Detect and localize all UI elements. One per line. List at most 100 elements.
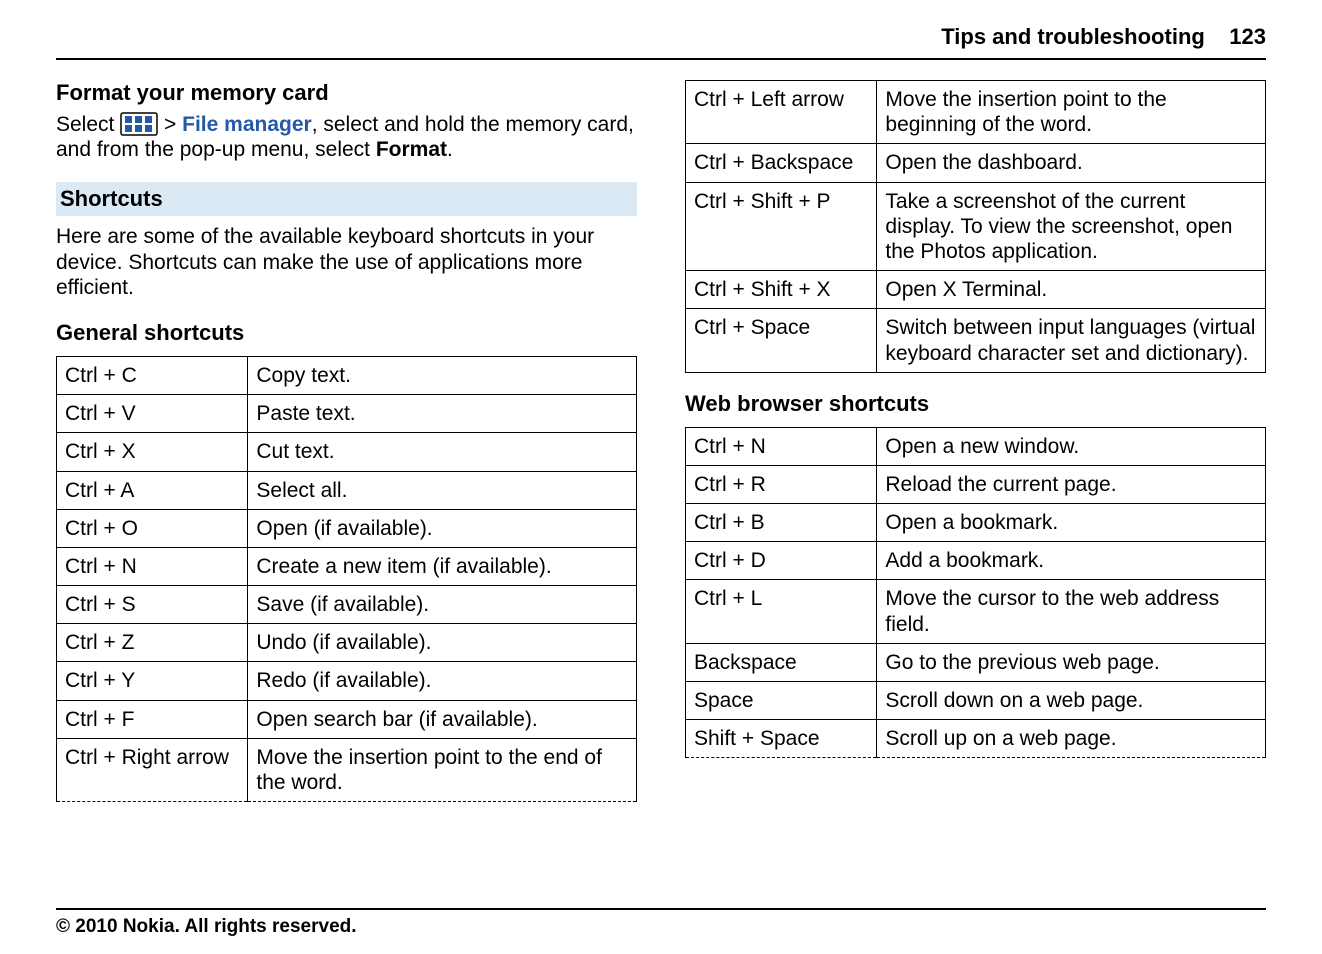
right-column: Ctrl + Left arrowMove the insertion poin… — [685, 80, 1266, 802]
page-footer: © 2010 Nokia. All rights reserved. — [56, 908, 1266, 938]
table-row: Ctrl + FOpen search bar (if available). — [57, 700, 637, 738]
general-shortcuts-table: Ctrl + CCopy text.Ctrl + VPaste text.Ctr… — [56, 356, 637, 802]
format-card-text: Select > File manager, select and hold t… — [56, 112, 637, 162]
shortcut-key: Ctrl + C — [57, 356, 248, 394]
shortcut-key: Space — [686, 682, 877, 720]
shortcut-description: Scroll down on a web page. — [877, 682, 1266, 720]
left-column: Format your memory card Select > Fil — [56, 80, 637, 802]
shortcut-key: Ctrl + Shift + P — [686, 182, 877, 271]
footer-text: © 2010 Nokia. All rights reserved. — [56, 916, 1266, 938]
table-row: Ctrl + VPaste text. — [57, 395, 637, 433]
table-row: Ctrl + Shift + PTake a screenshot of the… — [686, 182, 1266, 271]
general-shortcuts-cont-body: Ctrl + Left arrowMove the insertion poin… — [686, 81, 1266, 373]
shortcut-description: Open search bar (if available). — [248, 700, 637, 738]
format-text-prefix: Select — [56, 113, 120, 136]
page: Tips and troubleshooting 123 Format your… — [0, 0, 1322, 954]
table-row: Ctrl + ASelect all. — [57, 471, 637, 509]
general-shortcuts-table-cont: Ctrl + Left arrowMove the insertion poin… — [685, 80, 1266, 373]
shortcut-description: Paste text. — [248, 395, 637, 433]
web-shortcuts-table: Ctrl + NOpen a new window.Ctrl + RReload… — [685, 427, 1266, 759]
table-row: SpaceScroll down on a web page. — [686, 682, 1266, 720]
shortcut-key: Ctrl + D — [686, 542, 877, 580]
general-shortcuts-body: Ctrl + CCopy text.Ctrl + VPaste text.Ctr… — [57, 356, 637, 801]
shortcut-key: Ctrl + O — [57, 509, 248, 547]
table-row: Ctrl + YRedo (if available). — [57, 662, 637, 700]
content-columns: Format your memory card Select > Fil — [56, 80, 1266, 802]
shortcut-key: Backspace — [686, 643, 877, 681]
shortcut-description: Go to the previous web page. — [877, 643, 1266, 681]
table-row: Ctrl + RReload the current page. — [686, 465, 1266, 503]
shortcut-key: Shift + Space — [686, 720, 877, 758]
shortcut-description: Move the insertion point to the end of t… — [248, 738, 637, 801]
shortcut-description: Cut text. — [248, 433, 637, 471]
shortcut-description: Open X Terminal. — [877, 271, 1266, 309]
table-row: Ctrl + XCut text. — [57, 433, 637, 471]
table-row: BackspaceGo to the previous web page. — [686, 643, 1266, 681]
shortcut-description: Copy text. — [248, 356, 637, 394]
shortcut-description: Move the insertion point to the beginnin… — [877, 81, 1266, 144]
shortcut-key: Ctrl + Left arrow — [686, 81, 877, 144]
shortcut-key: Ctrl + Space — [686, 309, 877, 372]
shortcut-description: Reload the current page. — [877, 465, 1266, 503]
shortcut-key: Ctrl + Shift + X — [686, 271, 877, 309]
shortcut-key: Ctrl + L — [686, 580, 877, 643]
table-row: Ctrl + BOpen a bookmark. — [686, 504, 1266, 542]
shortcut-key: Ctrl + B — [686, 504, 877, 542]
shortcut-description: Take a screenshot of the current display… — [877, 182, 1266, 271]
table-row: Ctrl + NOpen a new window. — [686, 427, 1266, 465]
header-section: Tips and troubleshooting — [941, 24, 1205, 49]
shortcut-description: Scroll up on a web page. — [877, 720, 1266, 758]
shortcut-description: Add a bookmark. — [877, 542, 1266, 580]
table-row: Ctrl + LMove the cursor to the web addre… — [686, 580, 1266, 643]
table-row: Ctrl + NCreate a new item (if available)… — [57, 547, 637, 585]
shortcuts-intro: Here are some of the available keyboard … — [56, 224, 637, 300]
format-label: Format — [376, 138, 447, 161]
shortcut-description: Select all. — [248, 471, 637, 509]
shortcut-key: Ctrl + R — [686, 465, 877, 503]
table-row: Shift + SpaceScroll up on a web page. — [686, 720, 1266, 758]
shortcut-description: Create a new item (if available). — [248, 547, 637, 585]
web-shortcuts-body: Ctrl + NOpen a new window.Ctrl + RReload… — [686, 427, 1266, 758]
header-rule — [56, 58, 1266, 60]
table-row: Ctrl + ZUndo (if available). — [57, 624, 637, 662]
table-row: Ctrl + Right arrowMove the insertion poi… — [57, 738, 637, 801]
shortcut-key: Ctrl + Backspace — [686, 144, 877, 182]
shortcut-key: Ctrl + N — [686, 427, 877, 465]
shortcut-key: Ctrl + V — [57, 395, 248, 433]
shortcut-description: Open (if available). — [248, 509, 637, 547]
table-row: Ctrl + BackspaceOpen the dashboard. — [686, 144, 1266, 182]
shortcut-description: Undo (if available). — [248, 624, 637, 662]
shortcut-description: Open a bookmark. — [877, 504, 1266, 542]
format-card-title: Format your memory card — [56, 80, 637, 106]
general-shortcuts-title: General shortcuts — [56, 320, 637, 346]
shortcut-key: Ctrl + X — [57, 433, 248, 471]
table-row: Ctrl + OOpen (if available). — [57, 509, 637, 547]
format-text-suffix: . — [447, 138, 453, 161]
shortcut-description: Open the dashboard. — [877, 144, 1266, 182]
shortcut-description: Save (if available). — [248, 586, 637, 624]
header-page-number: 123 — [1229, 24, 1266, 49]
shortcut-description: Redo (if available). — [248, 662, 637, 700]
web-shortcuts-title: Web browser shortcuts — [685, 391, 1266, 417]
shortcut-key: Ctrl + N — [57, 547, 248, 585]
shortcut-key: Ctrl + Z — [57, 624, 248, 662]
shortcut-key: Ctrl + S — [57, 586, 248, 624]
file-manager-link: File manager — [182, 113, 312, 136]
table-row: Ctrl + Shift + XOpen X Terminal. — [686, 271, 1266, 309]
shortcuts-bar: Shortcuts — [56, 182, 637, 216]
page-header: Tips and troubleshooting 123 — [56, 24, 1266, 58]
shortcut-description: Switch between input languages (virtual … — [877, 309, 1266, 372]
table-row: Ctrl + DAdd a bookmark. — [686, 542, 1266, 580]
shortcut-description: Open a new window. — [877, 427, 1266, 465]
shortcut-description: Move the cursor to the web address field… — [877, 580, 1266, 643]
table-row: Ctrl + SpaceSwitch between input languag… — [686, 309, 1266, 372]
table-row: Ctrl + SSave (if available). — [57, 586, 637, 624]
footer-rule — [56, 908, 1266, 910]
shortcut-key: Ctrl + Right arrow — [57, 738, 248, 801]
app-grid-icon — [120, 112, 158, 136]
table-row: Ctrl + CCopy text. — [57, 356, 637, 394]
table-row: Ctrl + Left arrowMove the insertion poin… — [686, 81, 1266, 144]
shortcut-key: Ctrl + A — [57, 471, 248, 509]
shortcut-key: Ctrl + Y — [57, 662, 248, 700]
shortcut-key: Ctrl + F — [57, 700, 248, 738]
